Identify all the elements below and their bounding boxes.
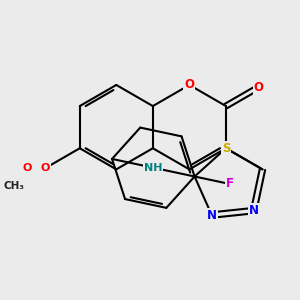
Text: S: S xyxy=(222,142,230,155)
Text: CH₃: CH₃ xyxy=(4,181,25,191)
Text: O: O xyxy=(254,81,264,94)
Text: O: O xyxy=(23,163,32,173)
Text: N: N xyxy=(249,204,259,217)
Text: NH: NH xyxy=(144,163,163,173)
Text: N: N xyxy=(207,208,217,221)
Text: F: F xyxy=(226,177,234,190)
Text: O: O xyxy=(40,163,50,173)
Text: O: O xyxy=(184,79,194,92)
